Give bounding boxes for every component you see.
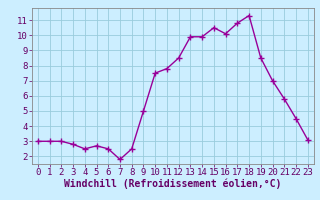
X-axis label: Windchill (Refroidissement éolien,°C): Windchill (Refroidissement éolien,°C) bbox=[64, 179, 282, 189]
